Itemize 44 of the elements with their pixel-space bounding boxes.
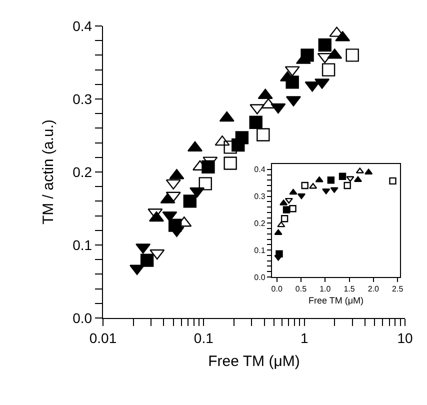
point <box>280 200 288 206</box>
point <box>330 187 338 193</box>
point <box>338 172 346 180</box>
x-tick-label: 1.0 <box>320 284 332 294</box>
y-tick-label: 0.2 <box>254 218 266 228</box>
y-tick-label: 0.1 <box>254 246 266 255</box>
y-tick-label: 0.1 <box>72 236 92 253</box>
point <box>289 205 296 212</box>
point <box>344 182 351 190</box>
x-tick-label: 1 <box>300 330 308 346</box>
x-tick-label: 2.0 <box>368 284 380 294</box>
point <box>322 188 330 194</box>
y-tick-label: 0.4 <box>254 165 266 174</box>
x-tick-label: 2.5 <box>392 284 404 294</box>
y-tick-label: 0.3 <box>72 90 92 107</box>
x-axis-title: Free TM (μM) <box>308 296 364 306</box>
point <box>346 176 354 182</box>
point <box>389 177 396 185</box>
y-tick-label: 0.2 <box>72 164 92 180</box>
point <box>274 229 282 235</box>
point <box>364 168 373 174</box>
y-tick-label: 0.3 <box>254 192 266 202</box>
x-tick-label: 0.0 <box>271 284 283 294</box>
y-tick-label: 0.0 <box>72 310 92 326</box>
point <box>297 193 306 200</box>
x-tick-label: 10 <box>397 330 413 346</box>
x-tick-label: 1.5 <box>344 284 356 294</box>
point <box>277 221 286 228</box>
x-tick-label: 0.01 <box>89 330 117 346</box>
point <box>280 215 288 222</box>
point <box>315 176 324 182</box>
y-tick-label: 0.0 <box>254 272 266 282</box>
point <box>284 198 293 204</box>
point <box>327 176 335 184</box>
point <box>289 188 298 195</box>
y-axis-title: TM / actin (a.u.) <box>40 119 57 225</box>
y-tick-label: 0.4 <box>72 18 92 34</box>
x-tick-label: 0.1 <box>194 330 214 346</box>
point <box>282 206 290 214</box>
point <box>309 183 318 189</box>
x-tick-label: 0.5 <box>295 284 308 294</box>
x-axis-title: Free TM (μM) <box>208 352 300 370</box>
point <box>356 168 364 174</box>
point <box>301 182 308 190</box>
